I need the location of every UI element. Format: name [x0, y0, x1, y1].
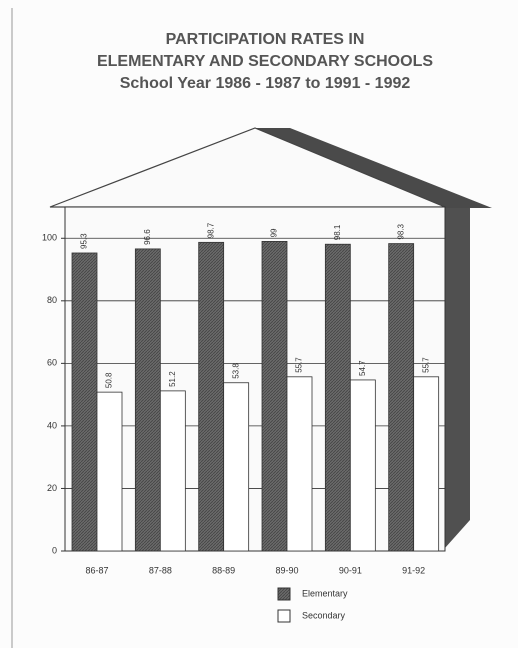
bar [388, 243, 415, 552]
y-tick-label: 0 [52, 545, 57, 555]
value-label: 99 [270, 228, 279, 237]
value-label: 98.7 [206, 222, 215, 238]
y-tick-label: 60 [47, 358, 57, 368]
bar [413, 376, 440, 552]
bar [324, 243, 351, 552]
y-tick-label: 40 [47, 420, 57, 430]
bar [223, 382, 250, 552]
legend-label: Elementary [302, 588, 348, 598]
x-tick-label: 90-91 [339, 565, 362, 575]
bar [71, 252, 98, 552]
chart-title: PARTICIPATION RATES IN [166, 31, 365, 48]
legend-swatch [277, 609, 291, 623]
value-label: 96.6 [143, 229, 152, 245]
bar [96, 391, 123, 552]
value-label: 95.3 [80, 233, 89, 249]
bar [349, 379, 376, 552]
x-tick-label: 89-90 [275, 565, 298, 575]
wall-side [445, 208, 470, 548]
chart-title: ELEMENTARY AND SECONDARY SCHOOLS [97, 53, 433, 70]
value-label: 55.7 [421, 357, 430, 373]
value-label: 53.8 [231, 363, 240, 379]
bar [261, 240, 288, 552]
value-label: 50.8 [105, 372, 114, 388]
x-tick-label: 86-87 [85, 565, 108, 575]
value-label: 98.1 [333, 224, 342, 240]
chart-subtitle: School Year 1986 - 1987 to 1991 - 1992 [120, 75, 411, 92]
value-label: 98.3 [396, 223, 405, 239]
bar [286, 376, 313, 552]
bar [134, 248, 161, 552]
value-label: 54.7 [358, 360, 367, 376]
value-label: 55.7 [295, 357, 304, 373]
legend-swatch [277, 587, 291, 601]
bar [159, 390, 186, 552]
y-tick-label: 80 [47, 295, 57, 305]
y-tick-label: 20 [47, 483, 57, 493]
legend-label: Secondary [302, 610, 346, 620]
x-tick-label: 88-89 [212, 565, 235, 575]
value-label: 51.2 [168, 371, 177, 387]
y-tick-label: 100 [42, 233, 57, 243]
bar [198, 241, 225, 552]
roof-side [255, 128, 492, 208]
x-tick-label: 91-92 [402, 565, 425, 575]
x-tick-label: 87-88 [149, 565, 172, 575]
